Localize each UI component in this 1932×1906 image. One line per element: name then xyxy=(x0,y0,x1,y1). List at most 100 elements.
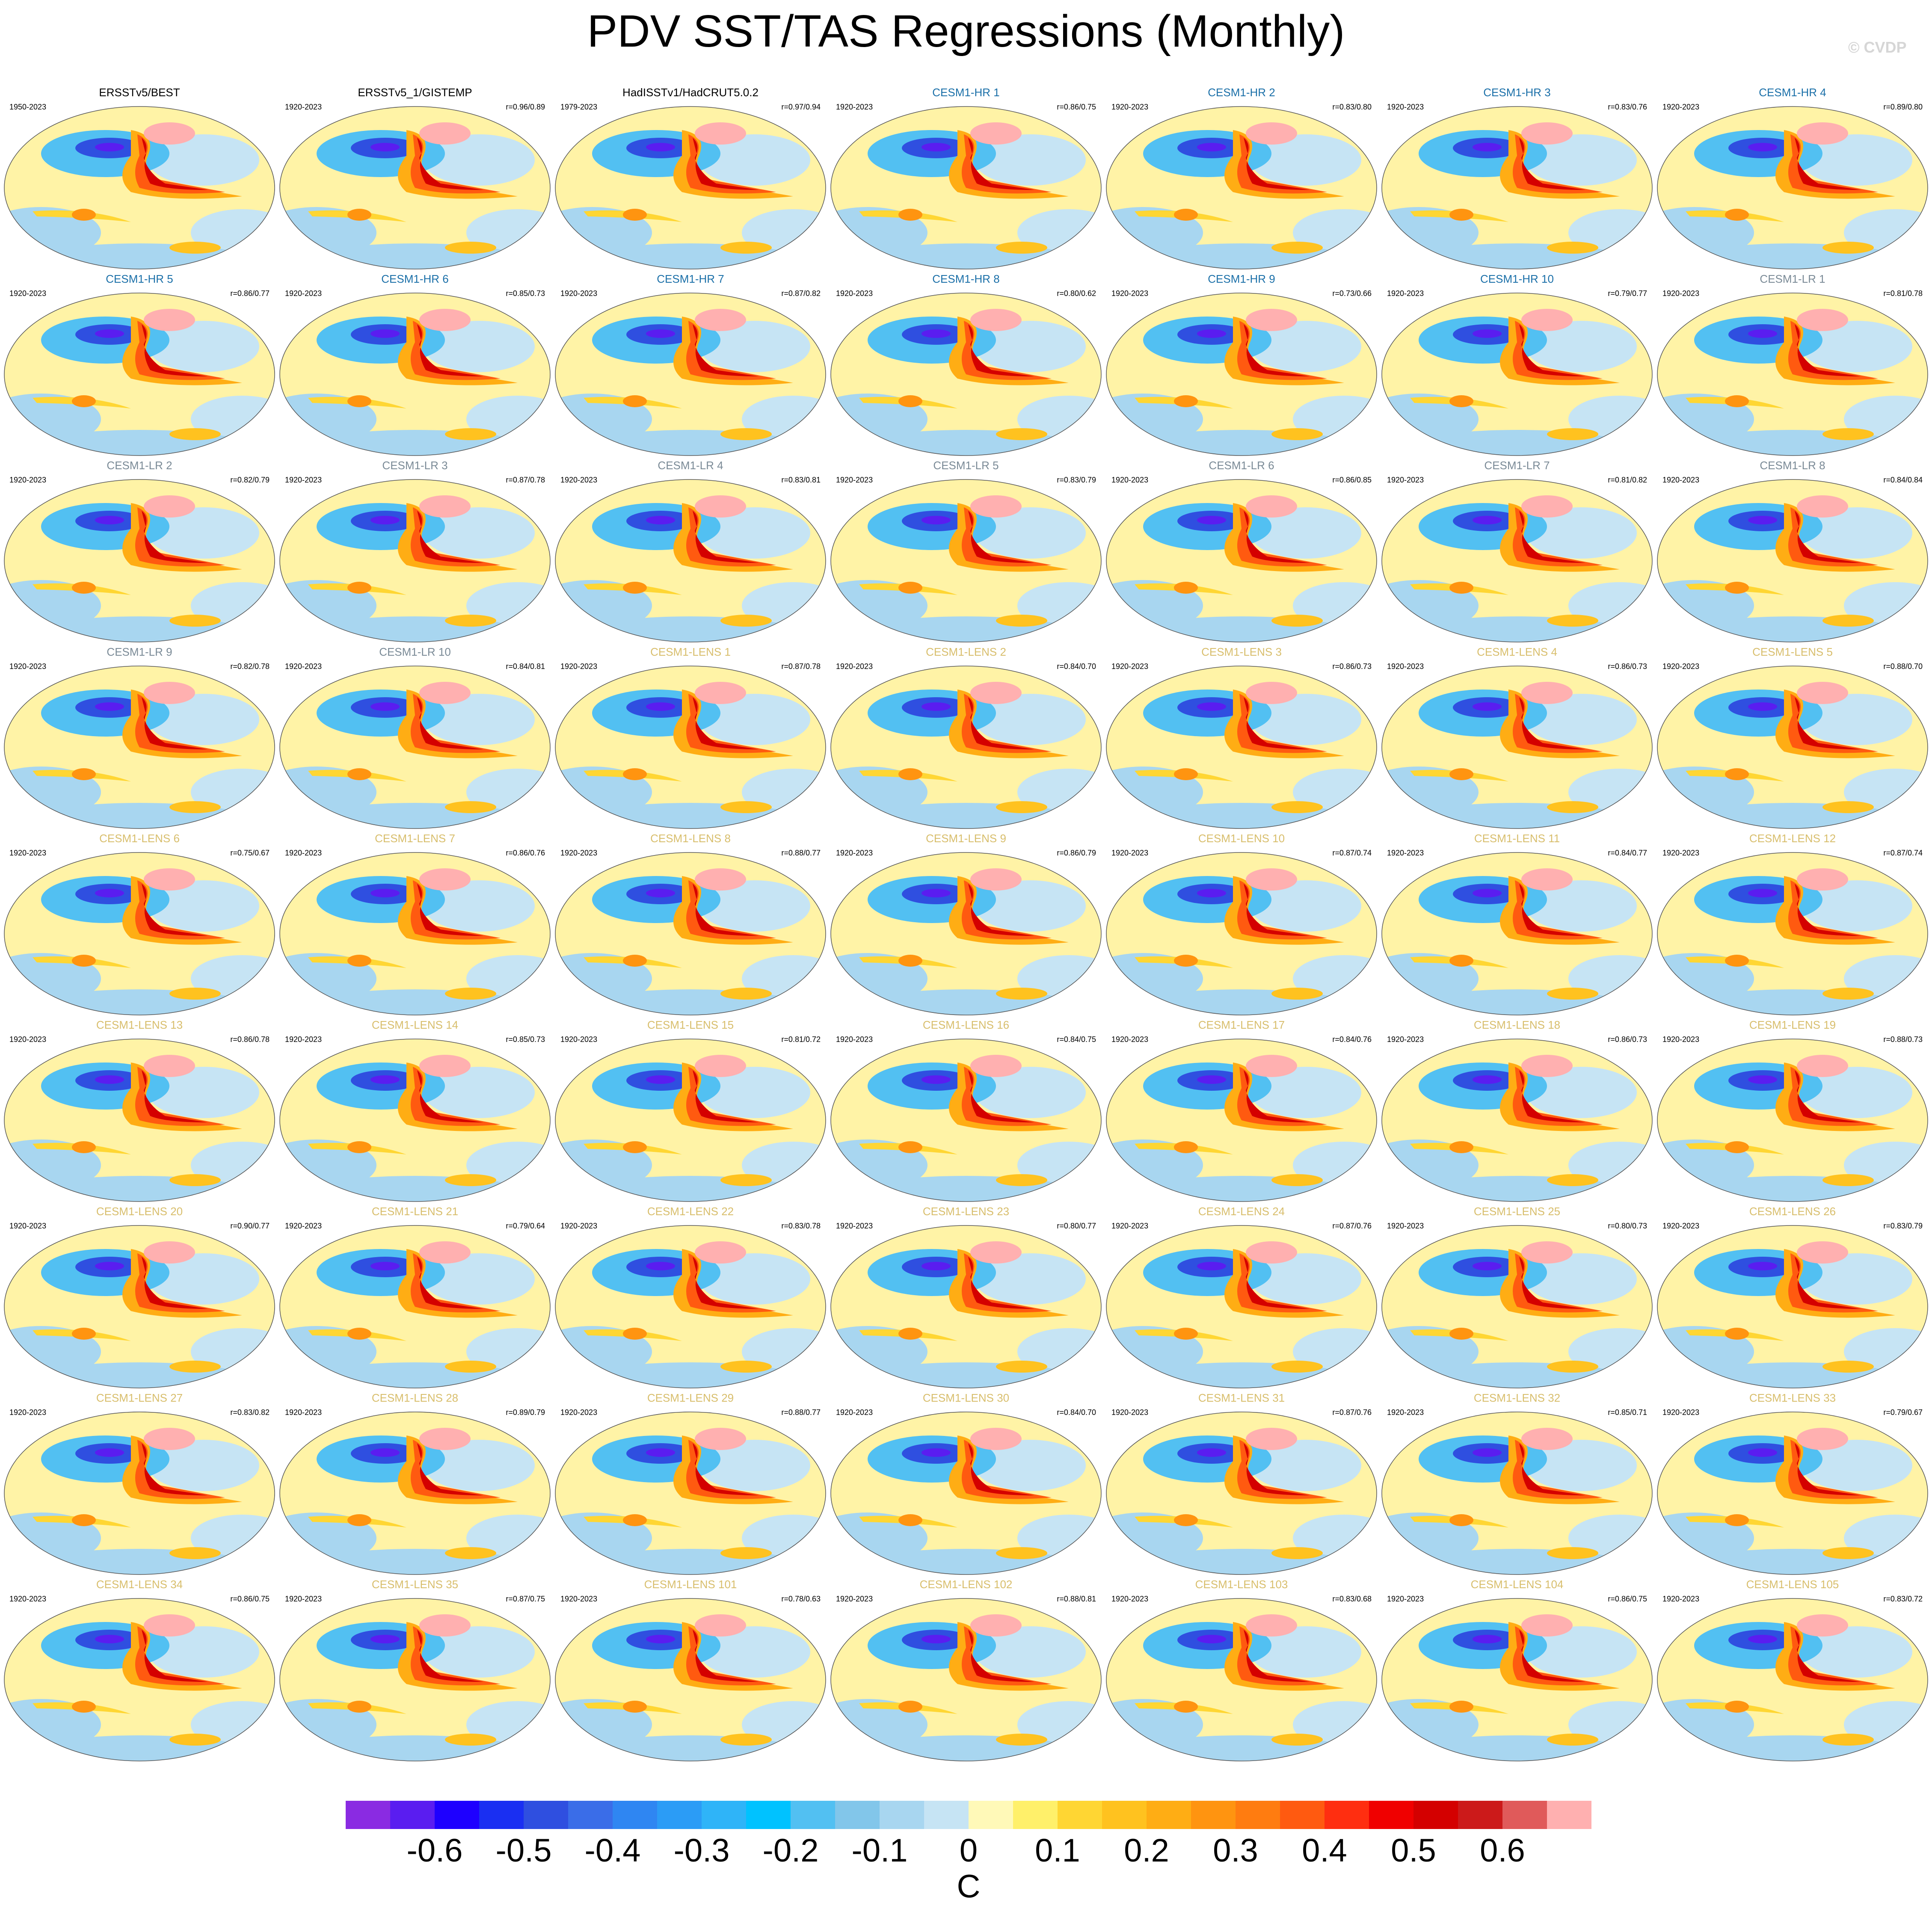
regression-map xyxy=(1657,666,1928,829)
land-warm xyxy=(144,682,195,704)
land-warm xyxy=(970,1614,1022,1637)
australia-warm xyxy=(1449,395,1473,407)
map-outline xyxy=(1106,852,1377,1015)
regression-map xyxy=(279,1039,551,1202)
map-outline xyxy=(1381,1412,1653,1575)
panel-correlation: r=0.86/0.79 xyxy=(1057,849,1096,857)
australia-warm xyxy=(623,768,647,780)
horseshoe-warm-inner xyxy=(135,1626,225,1686)
map-outline xyxy=(279,106,551,269)
panel-years: 1920-2023 xyxy=(1662,1408,1700,1417)
kuroshio-min xyxy=(1473,1448,1502,1457)
horseshoe-warm-inner xyxy=(1513,694,1603,753)
map-outline xyxy=(4,479,275,642)
panel-years: 1920-2023 xyxy=(1111,1222,1149,1230)
land-warm xyxy=(1521,868,1573,891)
panel-title: CESM1-HR 4 xyxy=(1759,86,1826,99)
map-outline xyxy=(1106,666,1377,829)
horseshoe-warm-inner xyxy=(135,694,225,753)
map-panel: CESM1-HR 2 1920-2023 r=0.83/0.80 xyxy=(1105,86,1378,271)
south-pacific-band xyxy=(1547,1734,1598,1746)
map-panel: CESM1-LENS 29 1920-2023 r=0.88/0.77 xyxy=(554,1391,827,1577)
land-warm xyxy=(970,495,1022,518)
south-pacific-band xyxy=(996,242,1047,254)
horseshoe-warm-inner xyxy=(1237,880,1327,940)
kuroshio-min xyxy=(370,516,400,524)
north-atlantic-cool xyxy=(1250,321,1361,372)
north-atlantic-cool xyxy=(699,507,810,559)
australia-warm xyxy=(347,395,371,407)
australia-warm xyxy=(72,1141,96,1153)
north-atlantic-cool xyxy=(1526,134,1637,186)
australia-warm xyxy=(623,1328,647,1340)
colorbar-swatch xyxy=(1413,1801,1458,1829)
south-pacific-band xyxy=(720,615,772,627)
colorbar-tick-label: -0.6 xyxy=(406,1832,463,1869)
panel-years: 1950-2023 xyxy=(9,103,47,111)
regression-map xyxy=(555,852,826,1015)
south-pacific-band xyxy=(445,615,496,627)
south-pacific-band xyxy=(169,615,221,627)
map-outline xyxy=(830,293,1102,456)
colorbar-swatch xyxy=(613,1801,658,1829)
horseshoe-warm-inner xyxy=(686,694,776,753)
panel-years: 1920-2023 xyxy=(560,1408,598,1417)
panel-years: 1920-2023 xyxy=(1111,662,1149,671)
land-warm xyxy=(419,122,471,145)
horseshoe-warm-inner xyxy=(1788,880,1878,940)
map-outline xyxy=(830,1225,1102,1388)
kuroshio-min xyxy=(95,1635,124,1643)
kuroshio-min xyxy=(370,1262,400,1270)
panel-years: 1920-2023 xyxy=(1662,849,1700,857)
map-outline xyxy=(279,1412,551,1575)
regression-map xyxy=(1657,1225,1928,1388)
land-warm xyxy=(1246,682,1297,704)
south-pacific-band xyxy=(720,428,772,440)
regression-map xyxy=(830,1412,1102,1575)
regression-map xyxy=(830,479,1102,642)
panel-years: 1920-2023 xyxy=(836,1035,873,1044)
colorbar-swatch xyxy=(1236,1801,1280,1829)
panel-title: CESM1-LENS 23 xyxy=(922,1205,1010,1218)
kuroshio-min xyxy=(95,329,124,338)
south-pacific-band xyxy=(1271,1734,1323,1746)
panel-correlation: r=0.89/0.79 xyxy=(506,1408,545,1417)
horseshoe-warm-inner xyxy=(1513,1626,1603,1686)
regression-map xyxy=(1657,106,1928,269)
land-warm xyxy=(1521,1055,1573,1077)
australia-warm xyxy=(1725,582,1749,594)
map-outline xyxy=(555,852,826,1015)
colorbar-swatch xyxy=(1147,1801,1191,1829)
panel-correlation: r=0.87/0.82 xyxy=(781,289,821,298)
panel-correlation: r=0.83/0.78 xyxy=(781,1222,821,1230)
map-outline xyxy=(1381,479,1653,642)
kuroshio-min xyxy=(370,329,400,338)
panel-title: CESM1-LENS 9 xyxy=(926,832,1006,845)
panel-correlation: r=0.86/0.75 xyxy=(1057,103,1096,111)
map-outline xyxy=(1657,1412,1928,1575)
horseshoe-warm-inner xyxy=(962,321,1052,380)
australia-warm xyxy=(1725,209,1749,221)
australia-warm xyxy=(72,395,96,407)
colorbar-swatch xyxy=(1325,1801,1369,1829)
land-warm xyxy=(419,1614,471,1637)
map-outline xyxy=(279,852,551,1015)
north-atlantic-cool xyxy=(699,1626,810,1678)
horseshoe-warm-inner xyxy=(962,507,1052,567)
map-outline xyxy=(4,1039,275,1202)
australia-warm xyxy=(898,1328,922,1340)
south-pacific-band xyxy=(1822,988,1874,1000)
north-atlantic-cool xyxy=(975,1626,1086,1678)
panel-years: 1920-2023 xyxy=(1662,289,1700,298)
map-panel: CESM1-HR 8 1920-2023 r=0.80/0.62 xyxy=(829,272,1103,458)
map-outline xyxy=(1381,666,1653,829)
north-atlantic-cool xyxy=(1250,1067,1361,1118)
colorbar-swatch xyxy=(969,1801,1013,1829)
panel-title: CESM1-HR 8 xyxy=(932,272,1000,285)
panel-title: CESM1-LENS 19 xyxy=(1749,1018,1836,1031)
panel-years: 1920-2023 xyxy=(9,1408,47,1417)
map-panel: ERSSTv5/BEST 1950-2023 xyxy=(3,86,276,271)
regression-map xyxy=(555,293,826,456)
horseshoe-warm-inner xyxy=(411,134,501,194)
panel-years: 1920-2023 xyxy=(1387,1035,1424,1044)
